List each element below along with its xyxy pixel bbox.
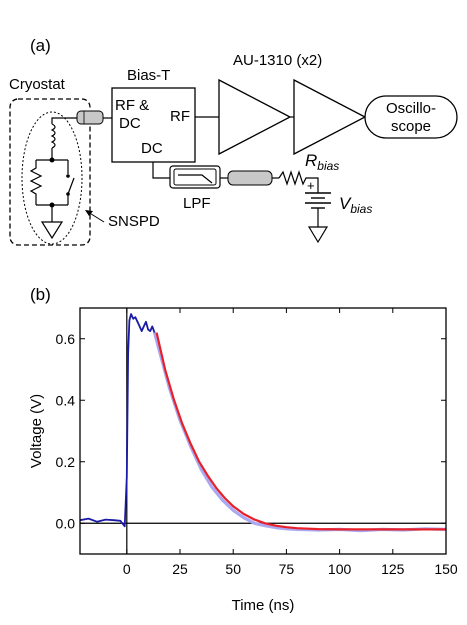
x-axis-label: Time (ns) [232, 597, 295, 614]
panel-a-schematic: (a) Cryostat SNSPD [9, 36, 458, 246]
y-tick-label: 0.4 [56, 392, 76, 408]
x-tick-label: 0 [123, 561, 131, 577]
panel-b-chart: (b) 0 25 50 75 100 125 150 0.0 0.2 0.4 0.6 Time (n… [28, 285, 458, 614]
y-tick-label: 0.2 [56, 454, 76, 470]
lpf-box [169, 165, 221, 189]
amplifier-1 [218, 78, 292, 156]
coax-cable [227, 170, 273, 186]
series-measured-pulse-leading [80, 313, 159, 528]
coax-connector [76, 110, 104, 125]
x-tick-label: 100 [328, 561, 352, 577]
v-bias-label: Vbias [339, 194, 372, 216]
snspd-wire-top [51, 117, 77, 124]
bias-t-port-rfdc-line2: DC [119, 115, 141, 132]
bias-resistor-symbol [278, 170, 319, 193]
reference-lines [80, 308, 446, 554]
switch-symbol [67, 177, 75, 195]
wire-dc-to-lpf [152, 162, 170, 179]
bias-ground-symbol [307, 226, 329, 244]
inductor-symbol [50, 123, 56, 149]
plus-sign: + [307, 178, 315, 193]
bias-t-port-dc: DC [141, 140, 163, 157]
lpf-inner-box [173, 168, 217, 186]
x-tick-label: 125 [381, 561, 405, 577]
bias-t-port-rf: RF [170, 108, 190, 125]
x-tick-label: 25 [172, 561, 188, 577]
oscilloscope-box [364, 95, 458, 139]
snspd-resistor-symbol [29, 160, 43, 205]
lpf-symbol [178, 174, 213, 184]
cryostat-label: Cryostat [9, 76, 66, 93]
switch-contact-top [66, 174, 70, 178]
snspd-label: SNSPD [108, 213, 160, 230]
r-bias-label: Rbias [305, 151, 339, 173]
r-bias-sub: bias [317, 159, 339, 173]
panel-b-label: (b) [30, 285, 51, 304]
r-bias-main: R [305, 151, 317, 170]
ground-symbol [40, 221, 64, 240]
snspd-outline [21, 111, 83, 245]
axis-ticks: 0 25 50 75 100 125 150 0.0 0.2 0.4 0.6 [56, 308, 458, 577]
amplifier-2 [293, 78, 367, 156]
bias-t-title: Bias-T [127, 67, 170, 84]
v-bias-sub: bias [350, 202, 372, 216]
x-tick-label: 75 [279, 561, 295, 577]
series-measured-pulse-decay [152, 332, 446, 533]
x-tick-label: 50 [225, 561, 241, 577]
series-layer [80, 313, 446, 533]
bias-t-port-rfdc-line1: RF & [115, 97, 149, 114]
plot-frame [79, 307, 447, 555]
x-tick-label: 150 [434, 561, 458, 577]
snspd-arrowhead [85, 210, 93, 216]
amplifier-label: AU-1310 (x2) [233, 52, 322, 69]
series-exponential-fit [155, 332, 446, 531]
oscilloscope-label-line1: Oscillo- [386, 100, 436, 117]
panel-a-label: (a) [30, 36, 51, 55]
y-tick-label: 0.6 [56, 331, 76, 347]
oscilloscope-label-line2: scope [391, 118, 431, 135]
v-bias-main: V [339, 194, 352, 213]
y-axis-label: Voltage (V) [28, 394, 45, 468]
bias-t-box [111, 87, 196, 163]
y-tick-label: 0.0 [56, 515, 76, 531]
lpf-label: LPF [183, 195, 211, 212]
cryostat-box [9, 98, 91, 246]
